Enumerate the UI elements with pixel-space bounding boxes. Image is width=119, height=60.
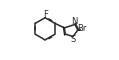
Text: Br: Br (78, 24, 87, 33)
Text: F: F (43, 10, 47, 19)
Text: N: N (72, 17, 78, 26)
Text: S: S (71, 35, 76, 44)
